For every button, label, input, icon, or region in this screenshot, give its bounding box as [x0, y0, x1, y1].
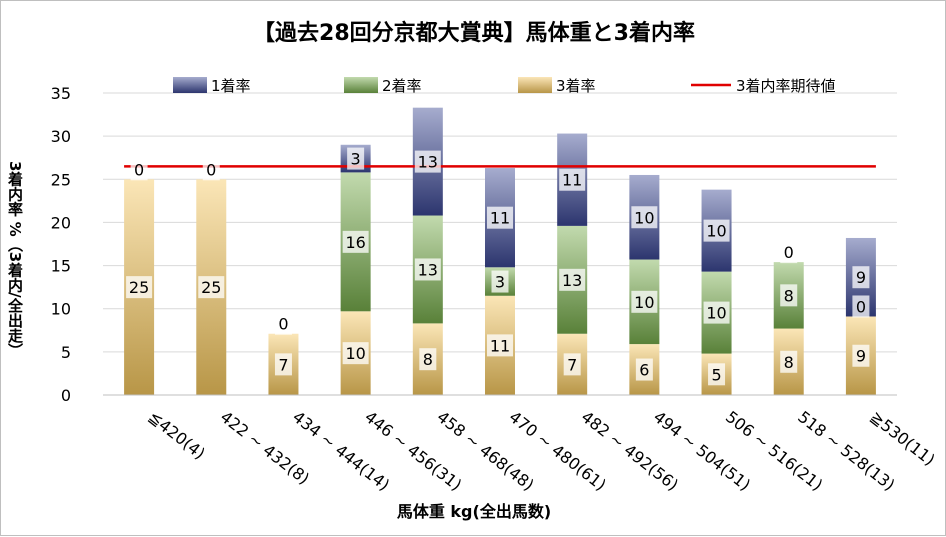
data-label-bg: [780, 350, 798, 373]
data-label: 16: [345, 233, 365, 252]
x-tick-label: ≧530(11): [866, 407, 938, 469]
data-label-bg: [202, 158, 220, 181]
data-label: 5: [711, 365, 721, 384]
data-label-bg: [414, 150, 441, 173]
x-tick-label: ≦420(4): [145, 407, 209, 463]
data-label-bg: [559, 268, 586, 291]
data-label: 25: [201, 278, 221, 297]
data-label: 7: [567, 355, 577, 374]
legend-label: 1着率: [211, 77, 251, 95]
x-axis-title: 馬体重 kg(全出馬数): [396, 502, 552, 521]
data-label-bg: [780, 284, 798, 307]
legend-label: 2着率: [382, 77, 422, 95]
y-tick-label: 25: [51, 170, 71, 189]
data-label: 0: [856, 297, 866, 316]
legend-label: 3着率: [556, 77, 596, 95]
legend: 1着率 2着率 3着率 3着内率期待値: [173, 77, 836, 95]
y-tick-label: 10: [51, 300, 71, 319]
y-tick-label: 0: [61, 386, 71, 405]
data-label: 8: [784, 286, 794, 305]
data-label-bg: [635, 358, 653, 381]
data-label-bg: [130, 158, 148, 181]
data-label: 0: [278, 315, 288, 334]
data-label: 0: [784, 243, 794, 262]
data-label: 8: [784, 353, 794, 372]
data-label: 10: [706, 222, 726, 241]
data-label: 10: [634, 208, 654, 227]
data-label: 7: [278, 355, 288, 374]
data-label-bg: [852, 344, 870, 367]
data-label-bg: [708, 363, 726, 386]
data-label: 11: [562, 171, 582, 190]
data-label: 10: [706, 304, 726, 323]
data-label: 10: [345, 344, 365, 363]
data-label: 6: [639, 361, 649, 380]
legend-swatch: [344, 77, 378, 93]
chart-title: 【過去28回分京都大賞典】馬体重と3着内率: [253, 21, 695, 46]
data-label-bg: [563, 353, 581, 376]
data-label: 11: [490, 209, 510, 228]
data-label-bg: [487, 206, 513, 229]
data-label-bg: [852, 266, 870, 289]
y-tick-label: 5: [61, 343, 71, 362]
data-label-bg: [419, 348, 437, 371]
data-label-bg: [703, 219, 730, 242]
data-label-bg: [631, 290, 658, 313]
data-label-bg: [491, 270, 509, 293]
data-label: 9: [856, 347, 866, 366]
data-label: 13: [418, 260, 438, 279]
data-label-bg: [414, 258, 441, 281]
data-label-bg: [274, 312, 292, 335]
data-label-bg: [703, 301, 730, 324]
data-label: 9: [856, 268, 866, 287]
legend-swatch: [173, 77, 207, 93]
data-label-bg: [631, 206, 658, 229]
data-label: 13: [562, 271, 582, 290]
data-label: 25: [129, 278, 149, 297]
data-label: 3: [351, 150, 361, 169]
legend-swatch: [518, 77, 552, 93]
y-tick-label: 35: [51, 84, 71, 103]
data-label-bg: [487, 334, 513, 357]
y-tick-label: 15: [51, 257, 71, 276]
data-labels: 25 0 25 0 7 0 10 16 3 8 13 13 11 3 11 7 13 11 6 10 10 5 10 10 8 8…: [126, 147, 870, 386]
data-label-bg: [342, 230, 369, 253]
data-label: 8: [423, 350, 433, 369]
data-label: 3: [495, 273, 505, 292]
data-label-bg: [274, 353, 292, 376]
y-axis-title: 3着内率 %（3着内/全出走）: [6, 161, 24, 358]
data-label-bg: [559, 168, 586, 191]
legend-label: 3着内率期待値: [736, 77, 836, 95]
data-label: 0: [134, 160, 144, 179]
data-label: 0: [206, 160, 216, 179]
data-label-bg: [126, 276, 153, 299]
y-tick-label: 20: [51, 213, 71, 232]
data-label-bg: [780, 241, 798, 264]
data-label-bg: [852, 295, 870, 318]
data-label: 10: [634, 293, 654, 312]
data-label: 11: [490, 336, 510, 355]
data-label-bg: [198, 276, 225, 299]
data-label-bg: [347, 147, 365, 170]
data-label-bg: [342, 342, 369, 365]
y-tick-label: 30: [51, 127, 71, 146]
data-label: 13: [418, 153, 438, 172]
